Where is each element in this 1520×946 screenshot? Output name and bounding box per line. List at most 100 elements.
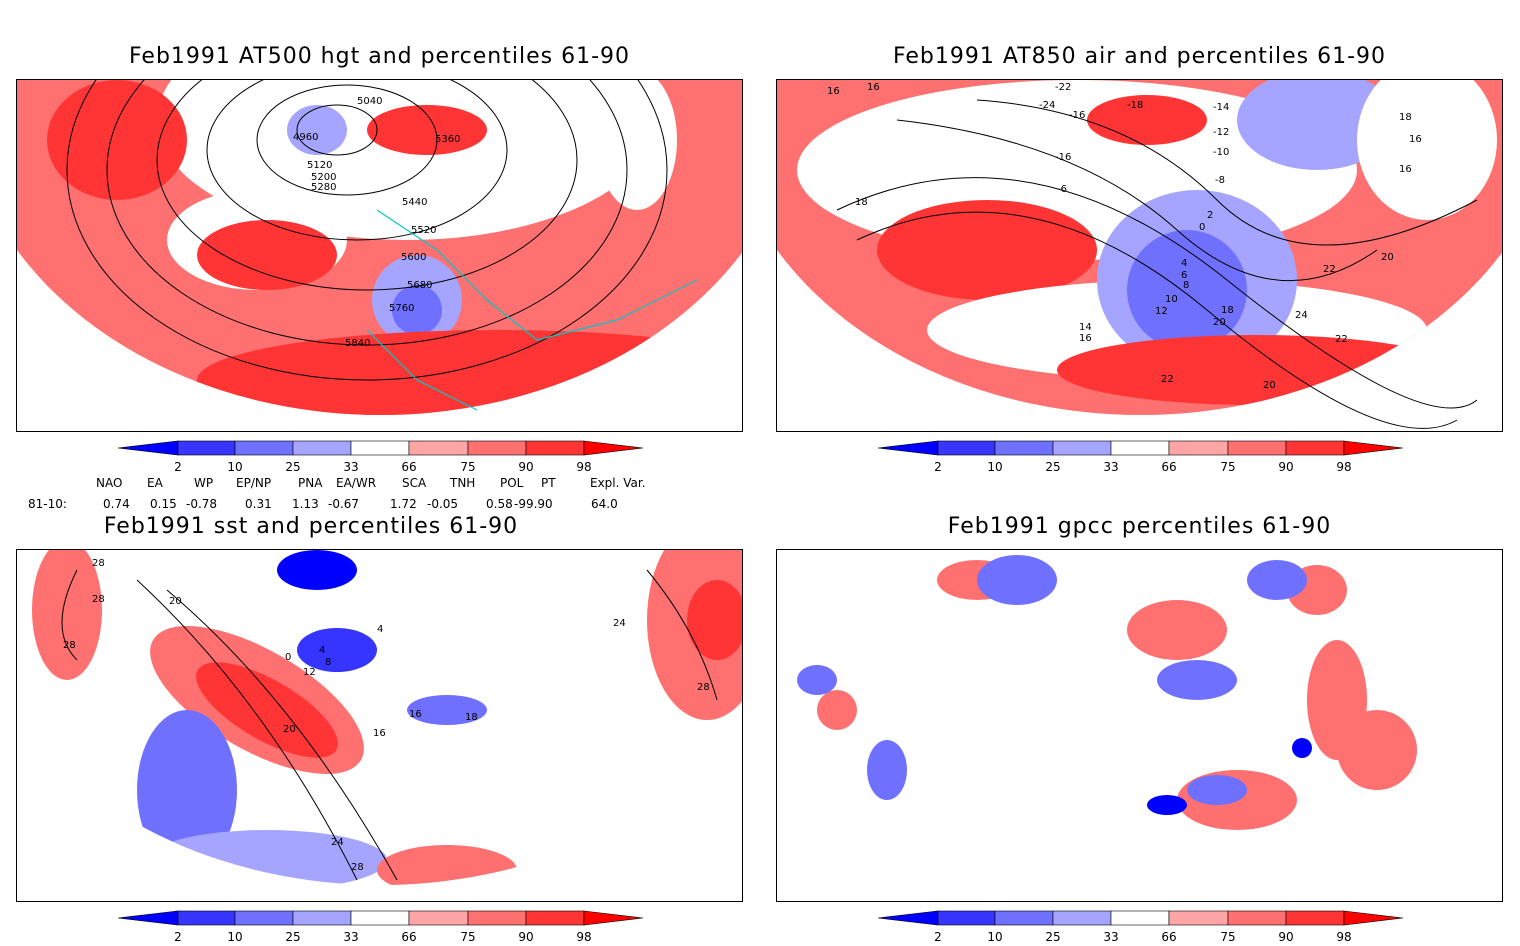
contour-label: 16 bbox=[1409, 134, 1422, 145]
contour-label: 5040 bbox=[357, 96, 382, 107]
contour-label: 18 bbox=[465, 712, 478, 723]
contour-label: 5440 bbox=[402, 197, 427, 208]
contour-label: -14 bbox=[1213, 102, 1229, 113]
colorbar-segment bbox=[234, 910, 294, 926]
colorbar-tick-label: 90 bbox=[518, 460, 534, 474]
colorbar-segment bbox=[467, 910, 527, 926]
contour-label: 28 bbox=[351, 862, 364, 873]
contour-label: 4 bbox=[1181, 258, 1187, 269]
colorbar-tick-label: 98 bbox=[1336, 930, 1352, 944]
panel-title-gpcc: Feb1991 gpcc percentiles 61-90 bbox=[947, 514, 1332, 539]
contour-label: 20 bbox=[169, 596, 182, 607]
contour-label: 16 bbox=[1399, 164, 1412, 175]
contour-label: -24 bbox=[1039, 100, 1055, 111]
colorbar-segment bbox=[467, 440, 527, 456]
map-hgt500: 5040 4960 5360 5120 5200 5280 5440 5520 … bbox=[16, 79, 743, 432]
map-hgt500-svg: 5040 4960 5360 5120 5200 5280 5440 5520 … bbox=[17, 80, 742, 416]
colorbar-tick-label: 33 bbox=[343, 930, 359, 944]
index-value: 0.15 bbox=[150, 497, 177, 511]
contour-label: 20 bbox=[1263, 380, 1276, 391]
contour-label: 24 bbox=[613, 618, 626, 629]
contour-label: 18 bbox=[855, 197, 868, 208]
contour-label: -22 bbox=[1055, 82, 1071, 93]
colorbar-tick-label: 75 bbox=[460, 930, 476, 944]
colorbar-tick-label: 66 bbox=[401, 930, 417, 944]
index-value: 64.0 bbox=[591, 497, 618, 511]
contour-label: -18 bbox=[1127, 100, 1143, 111]
colorbar-tick-label: 10 bbox=[987, 930, 1003, 944]
contour-label: 28 bbox=[697, 682, 710, 693]
colorbar-segment bbox=[1285, 910, 1345, 926]
colorbar-tick-label: 75 bbox=[1220, 460, 1236, 474]
colorbar-segment bbox=[292, 910, 352, 926]
colorbar-segment bbox=[408, 910, 469, 926]
contour-label: 20 bbox=[1381, 252, 1394, 263]
colorbar-tick-label: 2 bbox=[934, 930, 942, 944]
index-header: EA bbox=[147, 476, 163, 490]
colorbar: 2 10 25 33 66 75 90 98 bbox=[877, 440, 1408, 476]
colorbar-segment bbox=[1168, 910, 1229, 926]
contour-label: -12 bbox=[1213, 127, 1229, 138]
index-value: 0.74 bbox=[103, 497, 130, 511]
colorbar-tick-label: 33 bbox=[343, 460, 359, 474]
contour-label: 5280 bbox=[311, 182, 336, 193]
contour-label: 5200 bbox=[311, 172, 336, 183]
colorbar-segment bbox=[1285, 440, 1345, 456]
map-sst: 28 28 28 20 0 4 8 12 16 16 18 20 24 28 2… bbox=[16, 549, 743, 902]
contour-label: 8 bbox=[1183, 280, 1189, 291]
colorbar-tick-label: 10 bbox=[227, 460, 243, 474]
contour-label: 5120 bbox=[307, 160, 332, 171]
colorbar-tick-label: 25 bbox=[285, 460, 301, 474]
contour-label: 14 bbox=[1079, 322, 1092, 333]
contour-label: 5600 bbox=[401, 252, 426, 263]
colorbar: 2 10 25 33 66 75 90 98 bbox=[877, 910, 1408, 946]
colorbar-tick-label: 25 bbox=[1045, 930, 1061, 944]
index-header: POL bbox=[500, 476, 524, 490]
colorbar-tick-label: 2 bbox=[174, 460, 182, 474]
contour-label: 16 bbox=[373, 728, 386, 739]
colorbar-segment bbox=[1227, 440, 1287, 456]
colorbar-tick-label: 90 bbox=[518, 930, 534, 944]
contour-label: 28 bbox=[63, 640, 76, 651]
contour-label: 16 bbox=[1079, 333, 1092, 344]
colorbar-segment bbox=[1110, 910, 1170, 926]
colorbar-segment bbox=[117, 440, 179, 456]
contour-label: 18 bbox=[1399, 112, 1412, 123]
contour-label: 0 bbox=[285, 652, 291, 663]
colorbar-tick-label: 66 bbox=[1161, 460, 1177, 474]
colorbar-tick-label: 98 bbox=[576, 930, 592, 944]
colorbar-segment bbox=[117, 910, 179, 926]
colorbar: 2 10 25 33 66 75 90 98 bbox=[117, 440, 648, 476]
colorbar-segment bbox=[525, 440, 585, 456]
index-header: Expl. Var. bbox=[590, 476, 646, 490]
contour-label: 18 bbox=[1221, 305, 1234, 316]
contour-label: 8 bbox=[325, 657, 331, 668]
index-header: WP bbox=[194, 476, 214, 490]
colorbar-segment bbox=[350, 440, 410, 456]
contour-label: 20 bbox=[283, 724, 296, 735]
panel-title-hgt: Feb1991 AT500 hgt and percentiles 61-90 bbox=[128, 44, 630, 69]
colorbar-segment bbox=[583, 440, 644, 456]
contour-label: 22 bbox=[1161, 374, 1174, 385]
index-value: -0.78 bbox=[186, 497, 218, 511]
colorbar-segment bbox=[177, 440, 236, 456]
index-header: NAO bbox=[96, 476, 123, 490]
index-value: 1.13 bbox=[292, 497, 319, 511]
contour-label: 22 bbox=[1335, 334, 1348, 345]
contour-label: 12 bbox=[1155, 306, 1168, 317]
colorbar-segment bbox=[1052, 910, 1112, 926]
contour-label: -16 bbox=[1055, 152, 1071, 163]
map-gpcc bbox=[776, 549, 1503, 902]
colorbar-segment bbox=[1227, 910, 1287, 926]
contour-label: -16 bbox=[1069, 110, 1085, 121]
colorbar-tick-label: 75 bbox=[1220, 930, 1236, 944]
colorbar-tick-label: 33 bbox=[1103, 930, 1119, 944]
colorbar-segment bbox=[525, 910, 585, 926]
index-value: -99.90 bbox=[514, 497, 553, 511]
colorbar: 2 10 25 33 66 75 90 98 bbox=[117, 910, 648, 946]
colorbar-segment bbox=[994, 910, 1054, 926]
colorbar-segment bbox=[292, 440, 352, 456]
colorbar-tick-label: 2 bbox=[934, 460, 942, 474]
index-header: TNH bbox=[450, 476, 476, 490]
index-value: 1.72 bbox=[390, 497, 417, 511]
